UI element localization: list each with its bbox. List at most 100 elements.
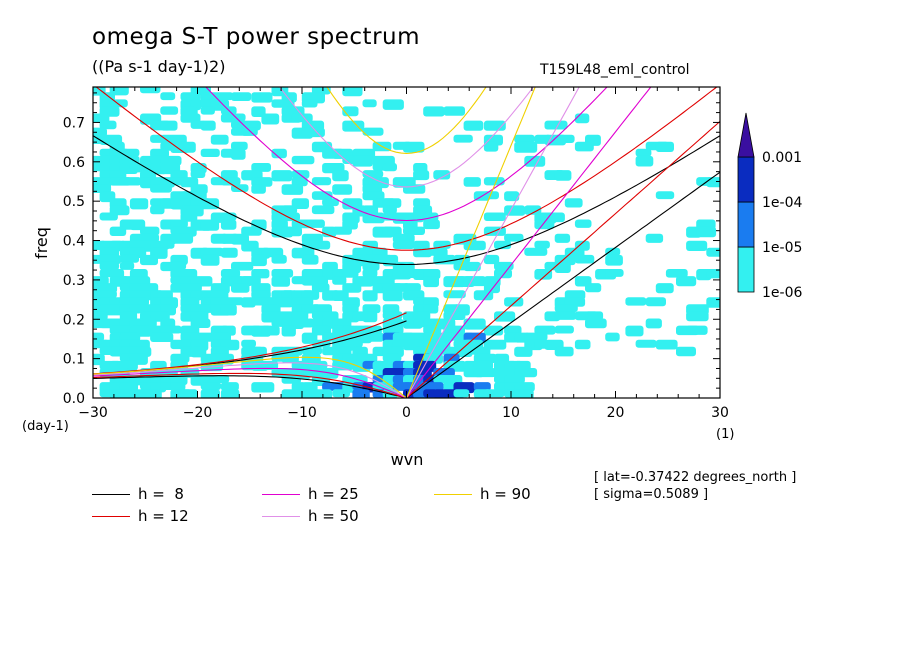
power-cell-1e-06 — [342, 269, 359, 278]
power-cell-1e-06 — [403, 226, 425, 235]
legend-swatch-h50 — [262, 516, 300, 517]
power-cell-1e-06 — [574, 254, 595, 264]
rossby-wave-h50 — [93, 362, 407, 398]
power-cell-1e-06 — [706, 297, 720, 308]
power-cell-1e-06 — [403, 141, 425, 153]
x-tick-label: 30 — [711, 405, 729, 421]
power-cell-1e-06 — [524, 247, 548, 256]
power-cell-1e-06 — [231, 113, 246, 122]
rossby-wave-h90 — [93, 356, 407, 398]
power-cell-1e-06 — [504, 233, 524, 242]
power-cell-1e-06 — [423, 106, 445, 117]
power-cell-1e-06 — [322, 198, 339, 207]
power-cell-1e-06 — [291, 177, 308, 187]
power-cell-1e-06 — [93, 127, 107, 137]
power-cell-1e-06 — [281, 226, 302, 237]
power-cell-1e-06 — [382, 290, 403, 302]
power-cell-1e-06 — [342, 87, 363, 97]
power-cell-1e-06 — [291, 155, 315, 165]
power-cell-1e-06 — [109, 99, 128, 108]
y-axis: 0.0 0.1 0.2 0.3 0.4 0.5 0.6 0.7 — [63, 92, 720, 407]
gravity-wave-h25 — [205, 87, 608, 222]
power-cell-1e-06 — [443, 106, 465, 116]
power-cell-1e-06 — [534, 240, 550, 249]
kelvin-wave-h8 — [406, 171, 720, 398]
y-unit-label: (day-1) — [22, 419, 69, 434]
power-cell-1e-06 — [291, 113, 313, 123]
power-cell-1e-06 — [504, 191, 520, 202]
power-cell-1e-06 — [494, 269, 512, 279]
power-cell-1e-06 — [200, 219, 220, 231]
power-cell-1e-06 — [605, 254, 623, 266]
legend-label-h8: h = 8 — [138, 485, 184, 503]
legend-swatch-h25 — [262, 494, 300, 495]
power-cell-1e-06 — [180, 389, 198, 398]
power-cell-1e-06 — [160, 92, 176, 101]
power-cell-1e-06 — [170, 261, 187, 270]
power-cell-1e-06 — [342, 339, 363, 348]
gravity-wave-h90 — [326, 87, 487, 155]
power-cell-1e-06 — [453, 389, 470, 398]
power-cell-1e-06 — [392, 240, 415, 249]
power-cell-1e-06 — [140, 87, 161, 94]
x-tick-label: −10 — [287, 405, 317, 421]
power-cell-1e-06 — [504, 325, 522, 335]
power-cell-1e-06 — [220, 382, 239, 391]
power-cell-1e-05 — [423, 382, 444, 392]
power-cell-1e-06 — [220, 389, 240, 398]
power-cell-1e-06 — [311, 283, 330, 293]
power-cell-1e-06 — [483, 254, 500, 265]
x-axis-title: wvn — [391, 450, 424, 469]
power-cell-1e-05 — [473, 382, 491, 391]
rossby-wave-h8 — [93, 375, 407, 398]
power-cell-1e-06 — [433, 170, 451, 180]
power-cell-1e-06 — [645, 318, 662, 329]
power-cell-1e-06 — [251, 254, 267, 267]
y-tick-label: 0.7 — [63, 115, 85, 131]
power-cell-1e-06 — [109, 87, 129, 96]
power-cell-1e-06 — [271, 276, 290, 287]
power-cell-1e-06 — [180, 92, 201, 101]
power-cell-1e-06 — [190, 170, 206, 178]
power-cell-1e-06 — [170, 219, 188, 228]
power-cell-1e-06 — [352, 155, 373, 167]
x-tick-label: −20 — [183, 405, 213, 421]
power-cell-1e-06 — [645, 233, 664, 243]
power-cell-1e-06 — [413, 170, 430, 181]
power-cell-1e-06 — [301, 254, 319, 265]
power-cell-1e-06 — [99, 261, 119, 271]
power-cell-1e-06 — [311, 389, 333, 398]
power-cell-1e-06 — [99, 290, 117, 299]
power-cell-1e-06 — [200, 120, 216, 131]
power-cell-1e-06 — [311, 177, 332, 186]
colorbar-label: 1e-04 — [762, 195, 802, 211]
power-cell-1e-06 — [332, 346, 352, 356]
power-cell-1e-06 — [686, 240, 708, 251]
power-cell-1e-06 — [241, 226, 262, 236]
power-cell-1e-06 — [281, 184, 304, 195]
power-cell-1e-06 — [362, 311, 378, 323]
kelvin-wave-h50 — [406, 87, 580, 398]
power-cell-1e-06 — [251, 290, 271, 299]
power-cell-1e-06 — [311, 205, 335, 215]
power-cell-1e-06 — [109, 325, 133, 335]
power-cell-1e-06 — [220, 219, 237, 230]
power-cell-1e-06 — [473, 360, 494, 370]
power-cell-1e-06 — [271, 269, 294, 278]
power-cell-1e-06 — [241, 127, 258, 136]
power-cell-1e-06 — [109, 389, 131, 398]
power-cell-1e-06 — [129, 297, 149, 307]
rossby-wave-h12 — [93, 372, 407, 398]
power-cell-1e-06 — [271, 170, 293, 182]
power-cell-1e-06 — [99, 212, 118, 221]
power-cell-1e-06 — [311, 360, 328, 370]
power-cell-1e-06 — [554, 134, 575, 143]
power-cell-1e-06 — [494, 353, 510, 363]
power-cell-1e-06 — [463, 276, 487, 287]
power-cell-1e-06 — [433, 240, 451, 249]
power-cell-1e-06 — [231, 283, 250, 293]
gravity-wave-h50 — [279, 87, 534, 188]
power-cell-1e-06 — [574, 219, 592, 228]
power-cell-1e-06 — [483, 212, 506, 221]
gravity-wave-h8 — [93, 135, 720, 266]
